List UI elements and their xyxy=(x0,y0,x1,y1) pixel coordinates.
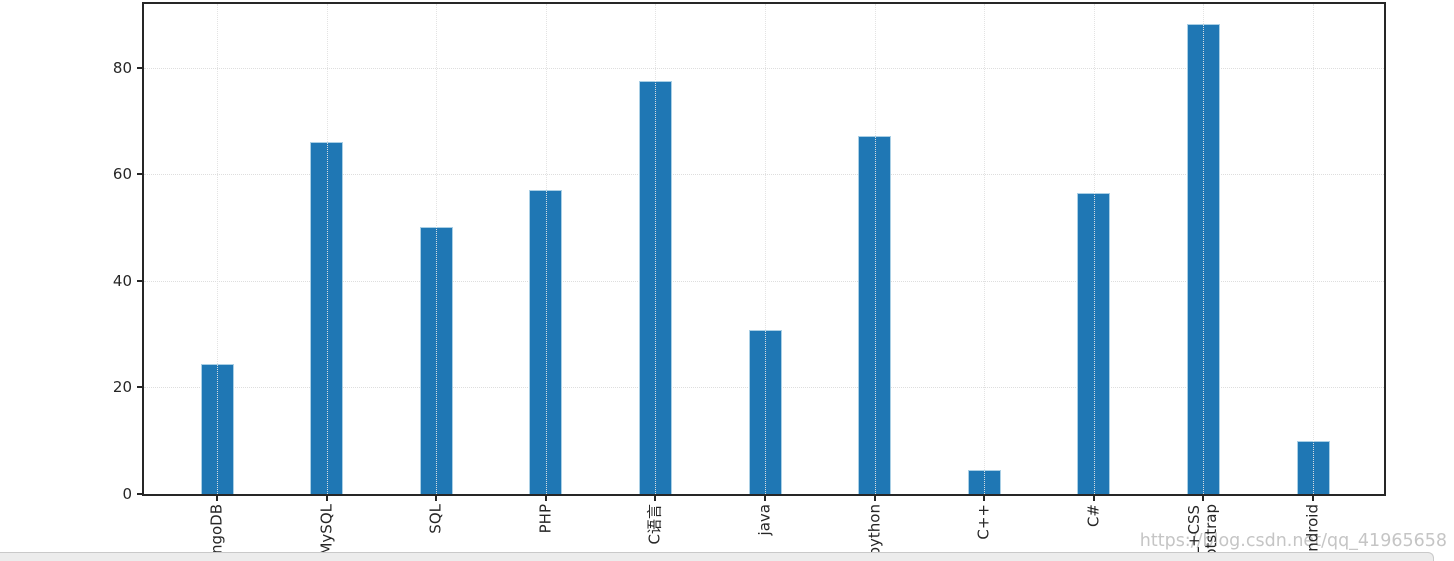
y-tick-label: 60 xyxy=(112,165,132,184)
y-tick-label: 40 xyxy=(112,271,132,290)
bar xyxy=(1296,440,1330,494)
bar xyxy=(638,81,672,494)
y-tick-mark xyxy=(137,173,142,176)
bar xyxy=(748,329,782,494)
x-tick-label: java xyxy=(755,504,774,536)
x-tick-mark xyxy=(983,496,986,501)
y-tick-label: 0 xyxy=(122,485,132,503)
x-tick-mark xyxy=(764,496,766,501)
x-tick-label: SQL xyxy=(426,504,445,534)
bar xyxy=(419,226,453,494)
y-tick-mark xyxy=(137,386,142,389)
bar xyxy=(200,363,234,494)
gridline-horizontal xyxy=(144,67,1384,69)
bar xyxy=(529,190,563,494)
bar xyxy=(1077,193,1111,494)
gridline-horizontal xyxy=(144,280,1384,282)
plot-area xyxy=(142,2,1386,496)
horizontal-scrollbar[interactable] xyxy=(0,552,1434,561)
y-tick-mark xyxy=(137,279,142,282)
x-tick-mark xyxy=(1202,496,1205,501)
x-tick-label: python xyxy=(864,504,883,557)
x-tick-mark xyxy=(873,496,876,501)
x-tick-label: C语言 xyxy=(645,504,664,545)
y-tick-label: 20 xyxy=(112,378,132,397)
bar xyxy=(967,469,1001,494)
y-tick-mark xyxy=(137,493,142,495)
x-tick-label: PHP xyxy=(536,504,555,534)
x-tick-mark xyxy=(216,496,218,501)
bars xyxy=(144,4,1384,494)
watermark-text: https://blog.csdn.net/qq_41965658 xyxy=(1139,531,1447,551)
x-tick-label: MySQL xyxy=(316,504,335,556)
x-tick-mark xyxy=(654,496,657,501)
bar xyxy=(858,135,892,494)
bar xyxy=(310,142,344,494)
x-tick-label: C# xyxy=(1084,504,1103,528)
x-tick-mark xyxy=(1312,496,1314,501)
x-tick-label: C++ xyxy=(974,504,993,540)
y-tick-mark xyxy=(137,66,142,69)
x-tick-mark xyxy=(1092,496,1095,501)
y-tick-label: 80 xyxy=(112,58,132,77)
x-tick-mark xyxy=(435,496,438,501)
bar xyxy=(1186,24,1220,494)
x-tick-mark xyxy=(325,496,328,501)
x-tick-mark xyxy=(544,496,547,501)
gridline-horizontal xyxy=(144,174,1384,176)
